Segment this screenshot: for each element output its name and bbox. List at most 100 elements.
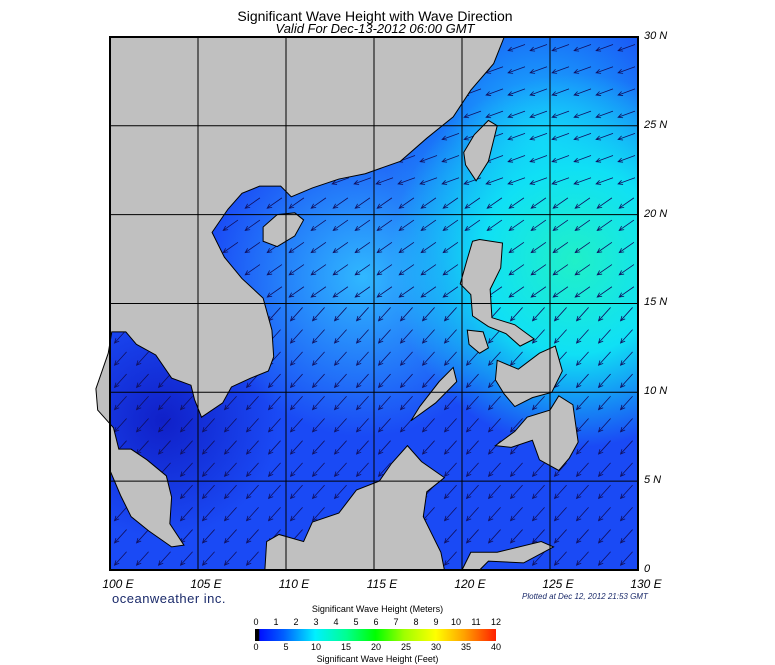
wave-arrow xyxy=(595,110,614,119)
wave-arrow xyxy=(443,462,457,477)
lat-label: 0 xyxy=(644,563,651,575)
wave-arrow xyxy=(441,155,460,163)
wave-arrow xyxy=(420,219,437,231)
wave-arrow xyxy=(531,484,545,500)
wave-arrow xyxy=(619,507,633,522)
wave-arrow xyxy=(597,307,611,322)
wave-arrow xyxy=(399,307,413,322)
wave-arrow xyxy=(574,197,591,209)
wave-arrow xyxy=(507,132,526,141)
wave-arrow xyxy=(553,462,567,477)
wave-arrow xyxy=(575,307,589,322)
wave-arrow xyxy=(595,177,614,185)
wave-direction-arrows xyxy=(113,44,636,566)
wave-arrow xyxy=(551,110,570,119)
wave-arrow xyxy=(289,462,303,477)
wave-arrow xyxy=(575,373,589,389)
colorbar-meter-tick: 0 xyxy=(253,617,259,627)
wave-arrow xyxy=(289,507,303,522)
wave-arrow xyxy=(487,329,501,344)
wave-arrow xyxy=(310,219,327,231)
wave-arrow xyxy=(575,507,589,522)
wave-arrow xyxy=(355,462,369,477)
wave-arrow xyxy=(267,396,281,411)
wave-arrow xyxy=(332,241,349,254)
colorbar-feet-tick: 35 xyxy=(460,642,471,652)
wave-arrow xyxy=(597,396,611,411)
wave-arrow xyxy=(245,440,259,455)
wave-arrow xyxy=(618,286,635,298)
wave-arrow xyxy=(420,197,437,209)
wave-arrow xyxy=(596,286,613,298)
wave-arrow xyxy=(529,132,548,141)
wave-arrow xyxy=(267,484,281,500)
wave-arrow xyxy=(333,440,347,455)
wave-arrow xyxy=(135,418,149,433)
wave-arrow xyxy=(465,462,479,477)
wave-arrow xyxy=(531,551,545,566)
wave-arrow xyxy=(487,507,501,522)
wave-arrow xyxy=(617,66,636,74)
wave-arrow xyxy=(421,351,435,366)
wave-arrow xyxy=(420,241,437,254)
wave-arrow xyxy=(310,264,327,276)
wave-arrow xyxy=(355,418,369,433)
wave-arrow xyxy=(552,286,569,298)
wave-arrow xyxy=(597,440,611,455)
wave-arrow xyxy=(507,177,526,185)
wave-arrow xyxy=(377,440,391,455)
wave-arrow xyxy=(508,286,525,298)
wave-arrow xyxy=(530,219,547,231)
wave-arrow xyxy=(333,484,347,500)
wave-arrow xyxy=(311,440,325,455)
wave-arrow xyxy=(157,418,171,433)
wave-arrow xyxy=(179,551,193,566)
wave-arrow xyxy=(311,462,325,477)
wave-arrow xyxy=(553,551,567,566)
colorbar-meter-tick: 4 xyxy=(333,617,339,627)
wave-arrow xyxy=(245,507,259,522)
wave-arrow xyxy=(574,219,591,231)
wave-arrow xyxy=(596,241,613,254)
wave-arrow xyxy=(465,351,479,366)
wave-arrow xyxy=(443,440,457,455)
wave-arrow xyxy=(311,351,325,366)
wave-arrow xyxy=(509,529,523,544)
wave-arrow xyxy=(507,110,526,119)
wave-arrow xyxy=(331,177,350,185)
wave-arrow xyxy=(355,440,369,455)
wave-arrow xyxy=(485,177,504,185)
wave-arrow xyxy=(531,307,545,322)
wave-arrow xyxy=(531,462,545,477)
wave-arrow xyxy=(619,396,633,411)
wave-arrow xyxy=(507,66,526,74)
lon-label: 130 E xyxy=(630,577,662,591)
wave-arrow xyxy=(617,177,636,185)
wave-arrow xyxy=(530,197,547,209)
wave-arrow xyxy=(442,219,459,231)
lon-label: 100 E xyxy=(102,577,134,591)
wave-arrow xyxy=(222,219,239,231)
wave-arrow xyxy=(463,110,482,119)
wave-arrow xyxy=(355,351,369,366)
colorbar-meter-tick: 3 xyxy=(313,617,319,627)
wave-arrow xyxy=(508,219,525,231)
wave-arrow xyxy=(179,484,193,500)
wave-arrow xyxy=(487,529,501,544)
wave-arrow xyxy=(595,155,614,163)
wave-arrow xyxy=(333,329,347,344)
colorbar-meter-tick: 9 xyxy=(433,617,439,627)
wave-arrow xyxy=(617,110,636,119)
colorbar-feet-tick: 25 xyxy=(400,642,411,652)
wave-arrow xyxy=(552,197,569,209)
wave-arrow xyxy=(267,462,281,477)
colorbar-feet-tick: 5 xyxy=(283,642,289,652)
lon-label: 105 E xyxy=(190,577,222,591)
wave-arrow xyxy=(289,329,303,344)
lat-label: 10 N xyxy=(644,385,668,398)
wave-arrow xyxy=(596,264,613,276)
wave-arrow xyxy=(223,507,237,522)
wave-arrow xyxy=(619,351,633,366)
wave-arrow xyxy=(551,155,570,163)
